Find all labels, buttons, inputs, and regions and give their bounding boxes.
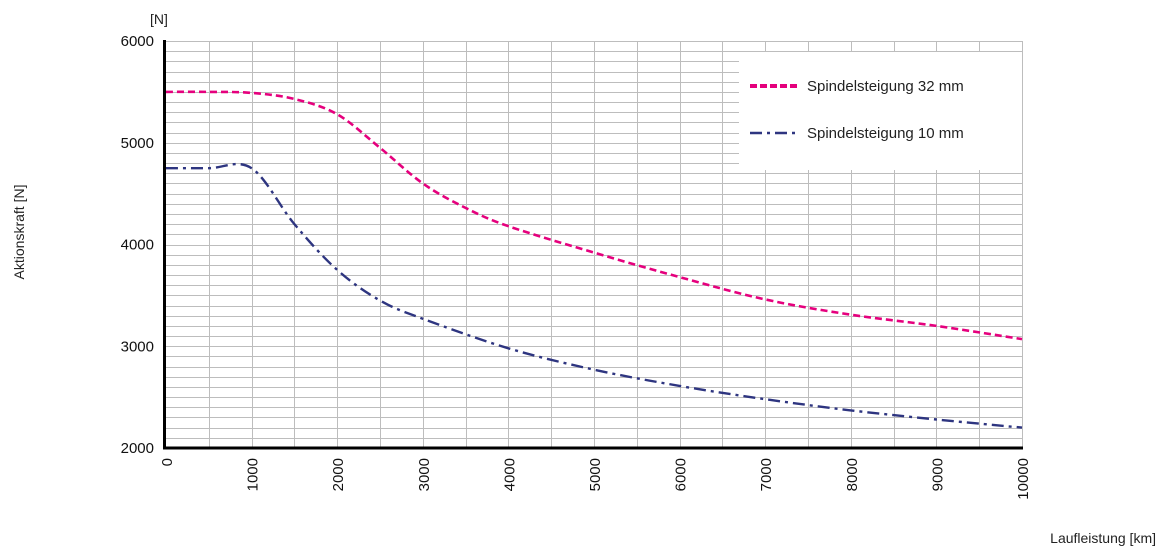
x-tick-label: 6000: [673, 458, 690, 491]
x-axis-title: Laufleistung [km]: [1050, 530, 1156, 546]
x-tick-label: 8000: [844, 458, 861, 491]
y-axis-title: Aktionskraft [N]: [11, 185, 27, 280]
y-tick-label: 3000: [121, 338, 154, 355]
chart-axes: [163, 40, 1023, 450]
x-tick-label: 9000: [929, 458, 946, 491]
y-tick-label: 2000: [121, 440, 154, 457]
series-line-2: [166, 162, 1023, 429]
x-tick-label: 3000: [416, 458, 433, 491]
series-line-1: [165, 90, 1023, 341]
legend-label-series-2: Spindelsteigung 10 mm: [807, 125, 964, 142]
y-tick-label: 6000: [121, 33, 154, 50]
legend-label-series-1: Spindelsteigung 32 mm: [807, 78, 964, 95]
x-tick-label: 0: [159, 458, 176, 466]
x-tick-label: 2000: [330, 458, 347, 491]
chart-legend: Spindelsteigung 32 mm Spindelsteigung 10…: [739, 52, 1022, 170]
y-tick-label: 4000: [121, 237, 154, 254]
x-tick-label: 7000: [758, 458, 775, 491]
y-unit-label: [N]: [150, 11, 168, 27]
x-tick-label: 4000: [501, 458, 518, 491]
x-tick-label: 1000: [245, 458, 262, 491]
x-tick-label: 5000: [587, 458, 604, 491]
y-tick-label: 5000: [121, 135, 154, 152]
tick-labels: 2000 3000 4000 5000 6000 0 1000 2000 3000 4000 500…: [121, 33, 1032, 500]
series-layer: [165, 90, 1023, 429]
chart-grid: [166, 41, 1023, 448]
legend-box: [739, 52, 1022, 170]
x-tick-label: 10000: [1015, 458, 1032, 500]
